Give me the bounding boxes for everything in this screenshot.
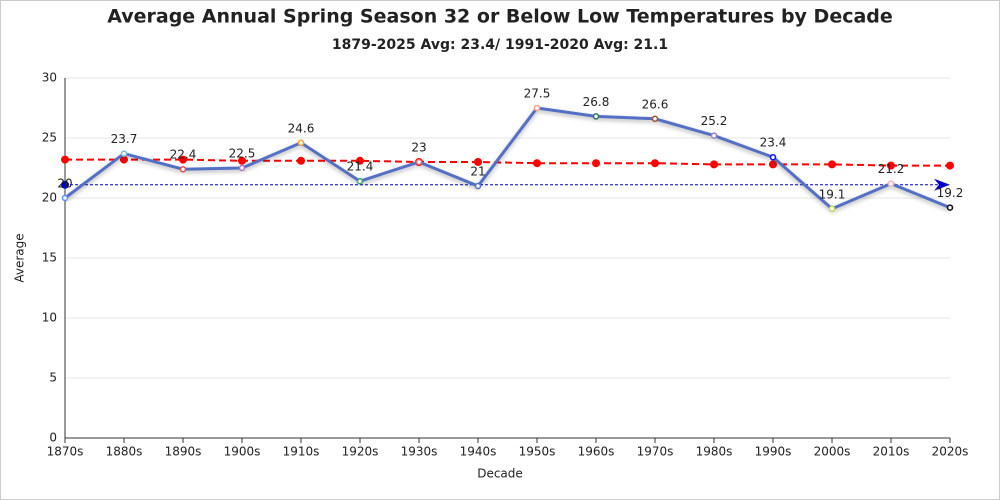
- y-tick-label: 30: [42, 71, 57, 85]
- x-tick-label: 1960s: [578, 445, 615, 459]
- data-label: 25.2: [701, 114, 728, 128]
- trend-point: [828, 160, 836, 169]
- trend-point: [710, 160, 718, 169]
- trend-point: [120, 155, 128, 164]
- data-point: [651, 115, 659, 123]
- x-tick-label: 1920s: [342, 445, 379, 459]
- data-point: [592, 113, 600, 120]
- trend-point: [238, 156, 246, 165]
- data-point: [474, 182, 482, 190]
- trend-line: [65, 158, 950, 167]
- data-point: [533, 104, 541, 112]
- chart-title: Average Annual Spring Season 32 or Below…: [107, 6, 893, 28]
- x-tick-label: 1930s: [401, 445, 438, 459]
- data-label: 19.2: [937, 186, 964, 200]
- trend-point: [61, 155, 69, 164]
- data-point: [61, 194, 69, 202]
- trend-point: [946, 161, 954, 170]
- trend-point: [769, 160, 777, 169]
- data-point: [710, 132, 718, 139]
- trend-point: [592, 159, 600, 168]
- trend-point: [533, 159, 541, 168]
- x-tick-label: 1870s: [47, 445, 84, 459]
- trend-point: [887, 161, 895, 170]
- data-label: 23: [411, 141, 426, 155]
- y-tick-label: 10: [42, 311, 57, 325]
- x-tick-label: 1890s: [165, 445, 202, 459]
- data-label: 21: [470, 165, 485, 179]
- trend-point: [474, 158, 482, 166]
- y-axis-label: Average: [13, 233, 27, 282]
- x-tick-label: 2020s: [932, 445, 969, 459]
- x-tick-label: 2000s: [814, 445, 851, 459]
- data-point: [828, 205, 836, 213]
- data-point: [179, 165, 187, 173]
- y-tick-label: 25: [42, 131, 57, 145]
- data-line: [64, 106, 951, 211]
- x-tick-label: 1880s: [106, 445, 143, 459]
- data-label: 21.4: [347, 160, 374, 174]
- trend-point: [356, 156, 364, 165]
- data-label: 24.6: [288, 121, 315, 135]
- y-tick-label: 20: [42, 191, 57, 205]
- x-tick-label: 1910s: [283, 445, 320, 459]
- chart-subtitle: 1879-2025 Avg: 23.4/ 1991-2020 Avg: 21.1: [332, 37, 668, 53]
- y-tick-label: 5: [49, 371, 57, 385]
- data-label: 23.4: [760, 136, 787, 150]
- data-point: [120, 150, 128, 157]
- data-label: 26.6: [642, 97, 669, 111]
- data-point: [415, 158, 423, 166]
- x-tick-label: 1940s: [460, 445, 497, 459]
- x-tick-label: 1990s: [755, 445, 792, 459]
- data-label: 22.5: [229, 147, 256, 161]
- trend-point: [651, 159, 659, 168]
- x-tick-label: 1900s: [224, 445, 261, 459]
- data-label: 22.4: [170, 148, 197, 162]
- reference-arrow: [934, 178, 950, 191]
- data-label: 27.5: [524, 87, 551, 101]
- x-tick-label: 2010s: [873, 445, 910, 459]
- data-label: 23.7: [111, 132, 138, 146]
- x-tick-label: 1950s: [519, 445, 556, 459]
- data-label: 21.2: [878, 162, 905, 176]
- data-point: [946, 204, 954, 211]
- data-point: [297, 139, 305, 147]
- y-tick-label: 15: [42, 251, 57, 265]
- data-point: [769, 153, 777, 161]
- data-point: [356, 177, 364, 185]
- x-tick-label: 1970s: [637, 445, 674, 459]
- reference-start: [61, 180, 69, 189]
- data-label: 20: [57, 177, 72, 191]
- data-label: 26.8: [583, 95, 610, 109]
- y-tick-label: 0: [49, 431, 57, 445]
- trend-point: [179, 155, 187, 164]
- x-axis-label: Decade: [477, 467, 523, 481]
- data-point: [887, 180, 895, 187]
- data-label: 19.1: [819, 187, 846, 201]
- x-tick-label: 1980s: [696, 445, 733, 459]
- trend-point: [297, 156, 305, 165]
- data-point: [238, 164, 246, 172]
